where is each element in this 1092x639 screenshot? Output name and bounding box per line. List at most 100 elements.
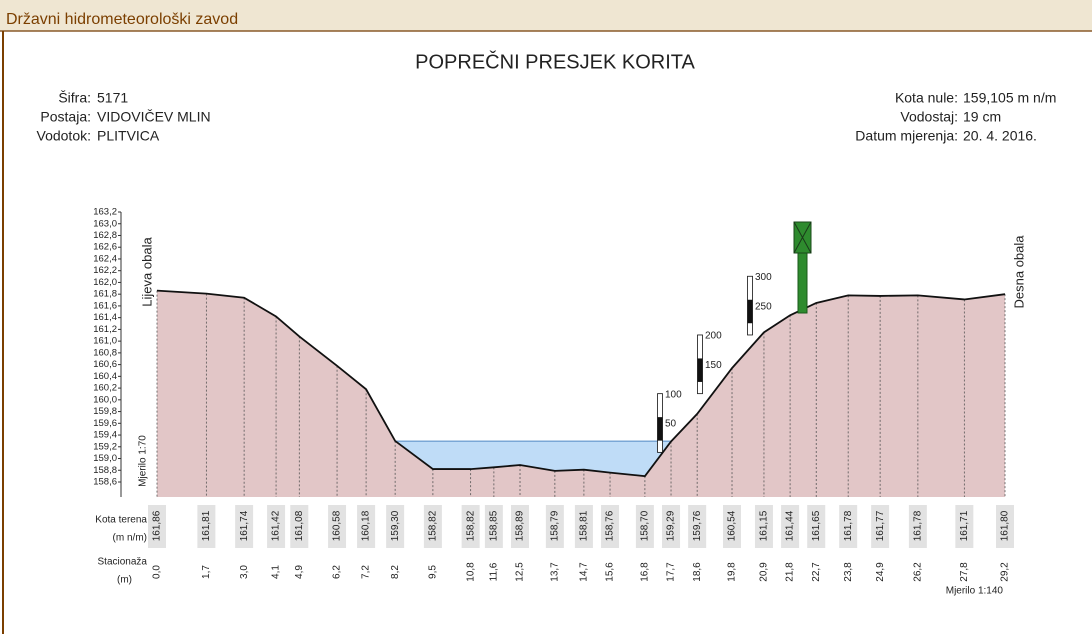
kota-label: 161,65 — [811, 510, 822, 541]
station-label: 4,9 — [294, 565, 305, 579]
y-tick-label: 161,8 — [93, 289, 117, 300]
station-label: 10,8 — [465, 562, 476, 582]
station-label: 17,7 — [666, 562, 677, 582]
y-tick-label: 159,4 — [93, 430, 117, 441]
kota-box — [197, 505, 216, 548]
info-label: Vodostaj: — [900, 109, 958, 125]
kota-box — [328, 505, 347, 548]
y-tick-label: 159,0 — [93, 453, 117, 464]
kota-box — [484, 505, 503, 548]
row-label: Kota terena — [95, 515, 147, 526]
station-label: 0,0 — [152, 565, 163, 579]
y-tick-label: 158,8 — [93, 465, 117, 476]
kota-label: 161,80 — [1000, 510, 1011, 541]
kota-label: 160,58 — [332, 510, 343, 541]
y-tick-label: 163,2 — [93, 207, 117, 218]
y-tick-label: 162,2 — [93, 265, 117, 276]
y-tick-label: 161,0 — [93, 336, 117, 347]
kota-box — [908, 505, 927, 548]
gauge-label: 50 — [665, 419, 677, 430]
y-tick-label: 160,6 — [93, 359, 117, 370]
kota-box — [807, 505, 826, 548]
kota-box — [267, 505, 286, 548]
info-label: Vodotok: — [37, 128, 92, 144]
scale-horizontal: Mjerilo 1:140 — [946, 586, 1004, 597]
profile-line — [156, 289, 1006, 478]
y-tick-label: 161,2 — [93, 324, 117, 335]
kota-label: 158,82 — [465, 510, 476, 541]
info-value: 5171 — [97, 90, 128, 106]
station-label: 26,2 — [913, 562, 924, 582]
gauge-label: 200 — [705, 331, 722, 342]
station-label: 13,7 — [550, 562, 561, 582]
y-tick-label: 160,2 — [93, 383, 117, 394]
kota-box — [148, 505, 166, 548]
kota-box — [574, 505, 593, 548]
y-tick-label: 159,6 — [93, 418, 117, 429]
station-label: 22,7 — [811, 562, 822, 582]
y-tick-label: 163,0 — [93, 218, 117, 229]
kota-box — [871, 505, 890, 548]
station-label: 11,6 — [489, 562, 500, 581]
y-tick-label: 162,6 — [93, 242, 117, 253]
info-label: Kota nule: — [895, 90, 958, 106]
kota-box — [662, 505, 681, 548]
kota-label: 158,82 — [428, 510, 439, 541]
info-value: 20. 4. 2016. — [963, 128, 1037, 144]
kota-label: 158,81 — [579, 510, 590, 541]
kota-box — [754, 505, 773, 548]
kota-label: 161,44 — [785, 510, 796, 541]
gauge-label: 150 — [705, 360, 722, 371]
station-label: 1,7 — [201, 565, 212, 579]
info-label: Postaja: — [40, 109, 91, 125]
kota-box — [601, 505, 620, 548]
station-label: 27,8 — [959, 562, 970, 582]
kota-box — [357, 505, 376, 548]
info-value: VIDOVIČEV MLIN — [97, 109, 211, 125]
kota-box — [635, 505, 654, 548]
kota-label: 161,71 — [959, 510, 970, 541]
station-label: 24,9 — [875, 562, 886, 582]
y-tick-label: 161,6 — [93, 300, 117, 311]
station-label: 15,6 — [605, 562, 616, 582]
station-label: 21,8 — [785, 562, 796, 582]
scale-vertical: Mjerilo 1:70 — [138, 435, 149, 487]
kota-label: 158,79 — [550, 510, 561, 541]
station-label: 19,8 — [727, 562, 738, 582]
kota-label: 159,76 — [692, 510, 703, 541]
kota-box — [723, 505, 742, 548]
station-label: 23,8 — [843, 562, 854, 582]
gauge-label: 250 — [755, 301, 772, 312]
y-tick-label: 162,8 — [93, 230, 117, 241]
kota-label: 161,74 — [239, 510, 250, 541]
station-label: 9,5 — [428, 565, 439, 579]
station-label: 7,2 — [361, 565, 372, 579]
y-tick-label: 160,4 — [93, 371, 117, 382]
kota-label: 159,30 — [390, 510, 401, 541]
kota-label: 161,15 — [759, 510, 770, 541]
station-label: 20,9 — [759, 562, 770, 582]
y-tick-label: 159,2 — [93, 441, 117, 452]
info-value: 19 cm — [963, 109, 1001, 125]
y-tick-label: 159,8 — [93, 406, 117, 417]
kota-box — [996, 505, 1014, 548]
kota-label: 160,18 — [361, 510, 372, 541]
info-value: PLITVICA — [97, 128, 160, 144]
kota-box — [235, 505, 254, 548]
y-tick-label: 162,0 — [93, 277, 117, 288]
y-tick-label: 158,6 — [93, 477, 117, 488]
kota-label: 161,86 — [152, 510, 163, 541]
kota-box — [955, 505, 974, 548]
kota-box — [386, 505, 405, 548]
ground-area — [157, 290, 1005, 497]
station-label: 12,5 — [515, 562, 526, 582]
water — [395, 441, 672, 477]
gauge-black — [657, 417, 663, 441]
kota-label: 158,85 — [489, 510, 500, 541]
station-label: 29,2 — [1000, 562, 1011, 582]
kota-label: 159,29 — [666, 510, 677, 541]
left-bank: Lijeva obala — [139, 237, 154, 307]
station-label: 16,8 — [640, 562, 651, 582]
